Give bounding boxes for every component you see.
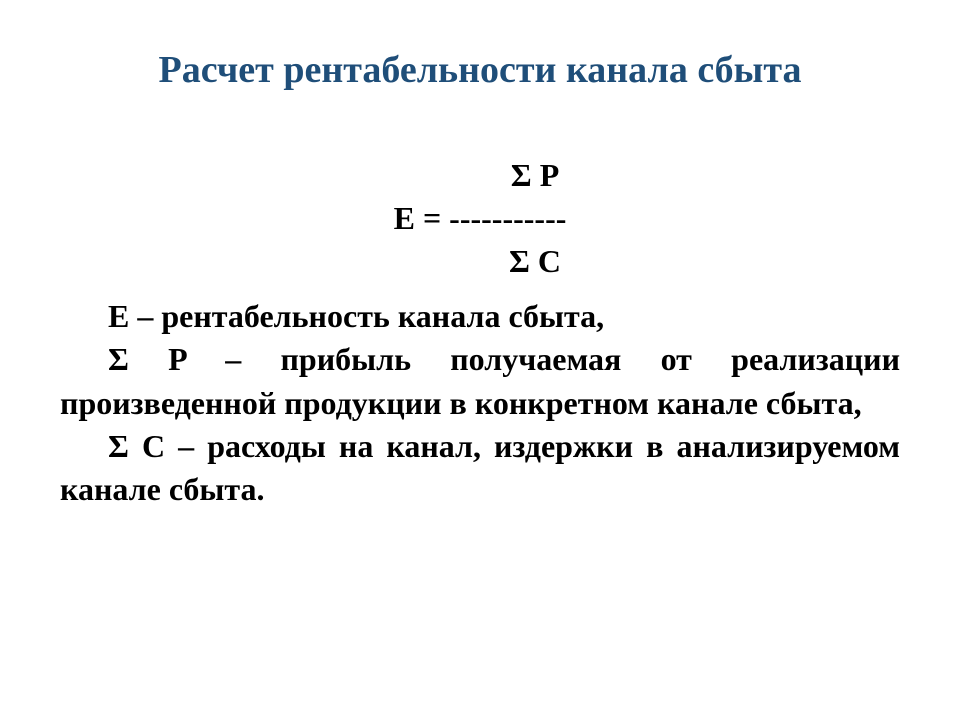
- definitions-block: E – рентабельность канала сбыта, Σ P – п…: [60, 295, 900, 511]
- slide: Расчет рентабельности канала сбыта Σ P E…: [0, 0, 960, 720]
- formula-numerator: Σ P: [60, 154, 900, 197]
- slide-title: Расчет рентабельности канала сбыта: [60, 48, 900, 94]
- definition-p: Σ P – прибыль получаемая от реализации п…: [60, 338, 900, 424]
- formula-denominator: Σ C: [60, 240, 900, 283]
- formula-block: Σ P E = ----------- Σ C: [60, 154, 900, 284]
- definition-c: Σ C – расходы на канал, издержки в анали…: [60, 425, 900, 511]
- formula-middle: E = -----------: [60, 197, 900, 240]
- definition-e: E – рентабельность канала сбыта,: [60, 295, 900, 338]
